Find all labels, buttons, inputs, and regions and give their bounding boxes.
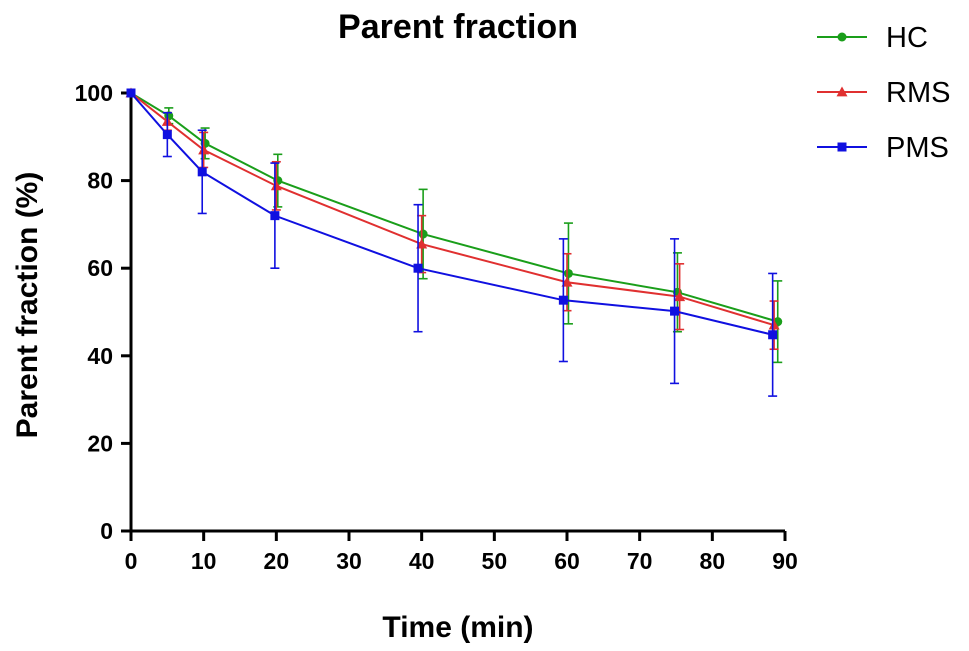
error-bars-pms xyxy=(162,111,778,397)
legend-marker-pms xyxy=(837,142,847,152)
legend-item-pms: PMS xyxy=(817,132,949,164)
data-point-rms xyxy=(674,291,686,302)
data-point-rms xyxy=(416,238,428,249)
y-tick-label: 40 xyxy=(87,343,113,369)
data-point-pms xyxy=(670,306,680,316)
data-point-rms xyxy=(768,319,780,330)
x-tick-label: 60 xyxy=(554,548,580,574)
x-tick-label: 0 xyxy=(125,548,138,574)
data-point-pms xyxy=(768,330,778,340)
legend-item-hc: HC xyxy=(817,22,928,54)
x-tick-label: 80 xyxy=(700,548,726,574)
x-tick-label: 10 xyxy=(191,548,217,574)
series-pms xyxy=(126,88,778,397)
legend-label-rms: RMS xyxy=(886,77,950,109)
x-tick-label: 70 xyxy=(627,548,653,574)
series-line-pms xyxy=(130,92,773,336)
legend-label-hc: HC xyxy=(886,22,928,54)
x-tick-label: 30 xyxy=(336,548,362,574)
series-line-hc xyxy=(130,92,779,323)
data-point-pms xyxy=(558,295,568,305)
y-tick-label: 100 xyxy=(75,80,113,106)
error-bars-hc xyxy=(164,107,783,364)
legend: HC RMS PMS xyxy=(817,22,950,164)
y-tick-label: 20 xyxy=(87,430,113,456)
x-tick-label: 90 xyxy=(772,548,798,574)
x-tick-label: 20 xyxy=(264,548,290,574)
series-rms xyxy=(125,87,780,351)
legend-label-pms: PMS xyxy=(886,132,949,164)
x-axis-label: Time (min) xyxy=(382,611,533,644)
y-axis-label: Parent fraction (%) xyxy=(11,172,44,439)
data-point-hc xyxy=(418,229,428,239)
x-tick-label: 40 xyxy=(409,548,435,574)
y-axis-ticks: 0 20 40 60 80 100 xyxy=(75,80,131,544)
data-point-pms xyxy=(197,167,207,177)
x-tick-label: 50 xyxy=(482,548,508,574)
data-point-pms xyxy=(162,130,172,140)
y-tick-label: 0 xyxy=(100,518,113,544)
data-point-pms xyxy=(270,211,280,221)
legend-marker-rms xyxy=(836,86,848,97)
data-point-hc xyxy=(563,268,573,278)
x-axis-ticks: 0 10 20 30 40 50 60 70 80 90 xyxy=(125,531,798,574)
legend-item-rms: RMS xyxy=(817,77,950,109)
data-point-rms xyxy=(198,144,210,155)
chart-title: Parent fraction xyxy=(338,8,578,46)
data-point-rms xyxy=(561,276,573,287)
y-tick-label: 80 xyxy=(87,168,113,194)
legend-marker-hc xyxy=(837,32,847,42)
data-point-pms xyxy=(413,263,423,273)
y-tick-label: 60 xyxy=(87,255,113,281)
data-point-rms xyxy=(270,180,282,191)
data-point-pms xyxy=(126,88,136,98)
series-hc xyxy=(126,88,783,364)
series-line-rms xyxy=(130,92,775,327)
series-layer xyxy=(125,87,783,397)
